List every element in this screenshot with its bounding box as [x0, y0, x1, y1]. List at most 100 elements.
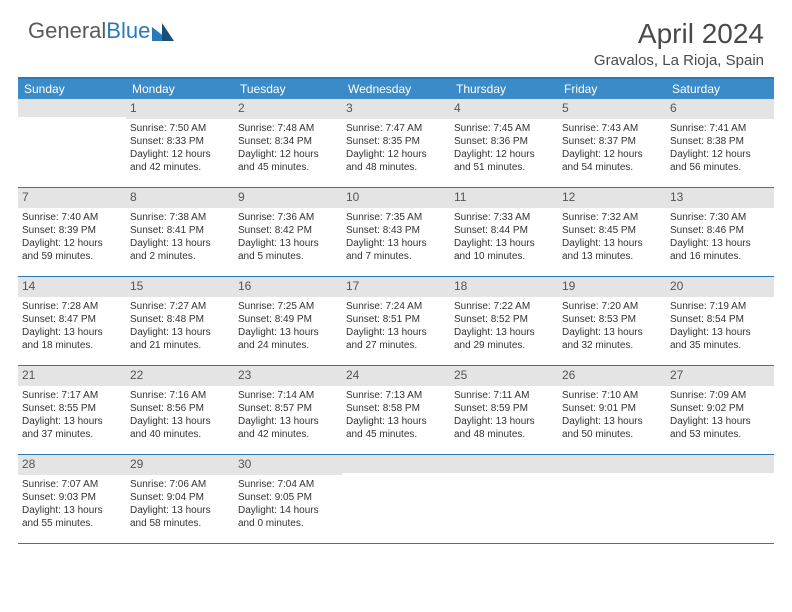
day-info-line: Sunrise: 7:27 AM	[130, 300, 230, 313]
day-info-line: and 0 minutes.	[238, 517, 338, 530]
day-info-line: Daylight: 13 hours	[238, 237, 338, 250]
day-number: 18	[450, 277, 558, 297]
day-info-line: and 50 minutes.	[562, 428, 662, 441]
day-info-line: Sunset: 8:33 PM	[130, 135, 230, 148]
day-info-line: Sunset: 8:41 PM	[130, 224, 230, 237]
week-row: 1Sunrise: 7:50 AMSunset: 8:33 PMDaylight…	[18, 99, 774, 188]
day-info-line: Sunset: 8:53 PM	[562, 313, 662, 326]
dow-thursday: Thursday	[450, 79, 558, 99]
day-cell: 16Sunrise: 7:25 AMSunset: 8:49 PMDayligh…	[234, 277, 342, 365]
day-info-line: and 29 minutes.	[454, 339, 554, 352]
day-info-line: Sunrise: 7:40 AM	[22, 211, 122, 224]
day-number: 26	[558, 366, 666, 386]
day-cell: 17Sunrise: 7:24 AMSunset: 8:51 PMDayligh…	[342, 277, 450, 365]
day-info-line: Sunset: 9:02 PM	[670, 402, 770, 415]
week-row: 28Sunrise: 7:07 AMSunset: 9:03 PMDayligh…	[18, 455, 774, 544]
day-info-line: and 35 minutes.	[670, 339, 770, 352]
day-info-line: Sunset: 8:38 PM	[670, 135, 770, 148]
day-info-line: and 45 minutes.	[238, 161, 338, 174]
day-info-line: and 42 minutes.	[238, 428, 338, 441]
week-row: 7Sunrise: 7:40 AMSunset: 8:39 PMDaylight…	[18, 188, 774, 277]
day-number: 14	[18, 277, 126, 297]
day-number	[450, 455, 558, 473]
day-info-line: Daylight: 13 hours	[562, 326, 662, 339]
day-info-line: Sunset: 8:58 PM	[346, 402, 446, 415]
day-info-line: Daylight: 13 hours	[454, 326, 554, 339]
day-number	[342, 455, 450, 473]
day-info-line: Sunrise: 7:36 AM	[238, 211, 338, 224]
day-info-line: Daylight: 13 hours	[454, 237, 554, 250]
logo: GeneralBlue	[28, 18, 178, 44]
day-info-line: Sunrise: 7:47 AM	[346, 122, 446, 135]
day-info-line: Daylight: 12 hours	[238, 148, 338, 161]
day-cell: 29Sunrise: 7:06 AMSunset: 9:04 PMDayligh…	[126, 455, 234, 543]
day-info-line: and 10 minutes.	[454, 250, 554, 263]
day-info-line: Daylight: 13 hours	[130, 415, 230, 428]
day-cell: 22Sunrise: 7:16 AMSunset: 8:56 PMDayligh…	[126, 366, 234, 454]
day-number: 17	[342, 277, 450, 297]
day-info-line: Sunrise: 7:19 AM	[670, 300, 770, 313]
day-info-line: Daylight: 12 hours	[454, 148, 554, 161]
logo-sail-icon	[152, 21, 178, 41]
day-info-line: Sunset: 8:48 PM	[130, 313, 230, 326]
day-info-line: Daylight: 13 hours	[562, 237, 662, 250]
day-cell: 27Sunrise: 7:09 AMSunset: 9:02 PMDayligh…	[666, 366, 774, 454]
day-info-line: Sunset: 8:55 PM	[22, 402, 122, 415]
day-info-line: Sunrise: 7:38 AM	[130, 211, 230, 224]
day-info-line: Daylight: 13 hours	[22, 326, 122, 339]
day-cell: 15Sunrise: 7:27 AMSunset: 8:48 PMDayligh…	[126, 277, 234, 365]
day-cell: 5Sunrise: 7:43 AMSunset: 8:37 PMDaylight…	[558, 99, 666, 187]
day-info-line: Sunset: 8:39 PM	[22, 224, 122, 237]
day-cell: 7Sunrise: 7:40 AMSunset: 8:39 PMDaylight…	[18, 188, 126, 276]
day-cell: 1Sunrise: 7:50 AMSunset: 8:33 PMDaylight…	[126, 99, 234, 187]
location-text: Gravalos, La Rioja, Spain	[594, 52, 764, 69]
day-number: 15	[126, 277, 234, 297]
week-row: 21 Sunrise: 7:17 AMSunset: 8:55 PM Dayligh…	[18, 366, 774, 455]
day-info-line: and 37 minutes.	[22, 428, 122, 441]
day-info-line: Sunrise: 7:48 AM	[238, 122, 338, 135]
day-info-line: Sunset: 8:52 PM	[454, 313, 554, 326]
day-info-line: Sunrise: 7:33 AM	[454, 211, 554, 224]
day-info-line: Sunset: 8:44 PM	[454, 224, 554, 237]
day-info-line: Sunrise: 7:24 AM	[346, 300, 446, 313]
day-info-line: and 48 minutes.	[454, 428, 554, 441]
day-cell: 19Sunrise: 7:20 AMSunset: 8:53 PMDayligh…	[558, 277, 666, 365]
day-info-line: Daylight: 12 hours	[22, 237, 122, 250]
day-number: 25	[450, 366, 558, 386]
day-info-line: Daylight: 13 hours	[562, 415, 662, 428]
day-info-line: Daylight: 13 hours	[454, 415, 554, 428]
day-info-line: Sunset: 9:04 PM	[130, 491, 230, 504]
day-cell: 30Sunrise: 7:04 AMSunset: 9:05 PMDayligh…	[234, 455, 342, 543]
day-info-line: and 56 minutes.	[670, 161, 770, 174]
logo-text-part2: Blue	[106, 18, 150, 44]
day-info-line: Sunrise: 7:41 AM	[670, 122, 770, 135]
day-info-line: Daylight: 13 hours	[346, 415, 446, 428]
day-info-line: Daylight: 13 hours	[130, 237, 230, 250]
day-number: 8	[126, 188, 234, 208]
day-info-line: and 54 minutes.	[562, 161, 662, 174]
week-row: 14Sunrise: 7:28 AMSunset: 8:47 PMDayligh…	[18, 277, 774, 366]
day-cell: 4Sunrise: 7:45 AMSunset: 8:36 PMDaylight…	[450, 99, 558, 187]
day-info-line: Sunrise: 7:17 AM	[22, 389, 122, 402]
day-number: 21	[18, 366, 126, 386]
day-info-line: Sunset: 8:36 PM	[454, 135, 554, 148]
day-number: 3	[342, 99, 450, 119]
day-number: 23	[234, 366, 342, 386]
day-info-line: Sunrise: 7:45 AM	[454, 122, 554, 135]
month-title: April 2024	[594, 18, 764, 50]
day-info-line: Sunset: 8:57 PM	[238, 402, 338, 415]
day-info-line: Daylight: 13 hours	[238, 326, 338, 339]
dow-monday: Monday	[126, 79, 234, 99]
day-info-line: and 51 minutes.	[454, 161, 554, 174]
day-info-line: Sunset: 8:47 PM	[22, 313, 122, 326]
day-info-line: Daylight: 14 hours	[238, 504, 338, 517]
day-info-line: Sunset: 8:35 PM	[346, 135, 446, 148]
day-info-line: Sunrise: 7:10 AM	[562, 389, 662, 402]
day-cell: 25Sunrise: 7:11 AMSunset: 8:59 PMDayligh…	[450, 366, 558, 454]
day-cell	[18, 99, 126, 187]
day-number: 16	[234, 277, 342, 297]
dow-saturday: Saturday	[666, 79, 774, 99]
day-number: 1	[126, 99, 234, 119]
day-info-line: and 53 minutes.	[670, 428, 770, 441]
day-number: 20	[666, 277, 774, 297]
